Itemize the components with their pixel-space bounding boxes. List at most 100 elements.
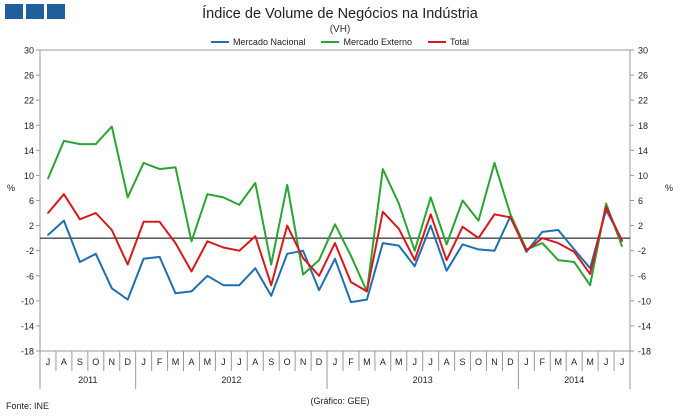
logo-block bbox=[26, 4, 44, 19]
y-tick-label-left: -6 bbox=[26, 271, 34, 281]
y-tick-label-right: -10 bbox=[638, 296, 651, 306]
y-tick-label-right: -14 bbox=[638, 321, 651, 331]
data-point bbox=[397, 202, 400, 205]
data-point bbox=[158, 221, 161, 223]
x-tick-label: J bbox=[141, 357, 146, 367]
data-point bbox=[190, 240, 193, 243]
logo-block bbox=[5, 4, 23, 19]
data-point bbox=[318, 274, 320, 277]
legend-item-mercado-nacional: Mercado Nacional bbox=[210, 37, 306, 47]
data-point bbox=[79, 218, 81, 221]
legend: Mercado Nacional Mercado Externo Total bbox=[0, 37, 680, 47]
data-point bbox=[382, 242, 384, 244]
y-tick-label-right: 22 bbox=[638, 96, 648, 106]
data-point bbox=[318, 259, 320, 261]
data-point bbox=[110, 229, 113, 231]
y-tick-label-right: -2 bbox=[638, 246, 646, 256]
x-tick-label: J bbox=[221, 357, 226, 367]
data-point bbox=[350, 254, 352, 257]
x-tick-label: N bbox=[300, 357, 307, 367]
series-line-mercado-externo bbox=[47, 125, 623, 293]
legend-item-mercado-externo: Mercado Externo bbox=[321, 37, 412, 47]
data-point bbox=[541, 242, 544, 244]
data-point bbox=[47, 212, 49, 214]
data-point bbox=[429, 224, 432, 227]
x-tick-label: M bbox=[554, 357, 562, 367]
chart-credit: (Gráfico: GEE) bbox=[310, 396, 370, 406]
legend-label: Total bbox=[450, 37, 470, 47]
legend-swatch bbox=[210, 41, 229, 43]
data-point bbox=[621, 245, 623, 248]
data-point bbox=[95, 212, 97, 214]
data-point bbox=[461, 226, 464, 228]
x-tick-label: S bbox=[77, 357, 83, 367]
data-point bbox=[47, 177, 49, 180]
x-tick-label: N bbox=[491, 357, 498, 367]
data-point bbox=[95, 143, 97, 145]
data-point bbox=[238, 204, 241, 206]
data-point bbox=[142, 162, 145, 164]
data-point bbox=[158, 168, 161, 170]
data-point bbox=[318, 289, 320, 291]
data-point bbox=[174, 292, 177, 295]
data-point bbox=[254, 235, 257, 238]
data-point bbox=[238, 249, 241, 252]
x-tick-label: J bbox=[333, 357, 338, 367]
data-point bbox=[334, 223, 336, 226]
y-tick-label-left: 14 bbox=[24, 146, 34, 156]
legend-label: Mercado Nacional bbox=[232, 37, 306, 47]
data-point bbox=[334, 242, 336, 244]
y-tick-label-right: 2 bbox=[638, 221, 643, 231]
data-point bbox=[190, 270, 193, 273]
data-point bbox=[206, 274, 209, 277]
y-tick-label-left: -14 bbox=[21, 321, 34, 331]
x-tick-label: A bbox=[188, 357, 194, 367]
data-point bbox=[286, 253, 288, 255]
data-point bbox=[174, 166, 177, 169]
x-tick-label: A bbox=[571, 357, 577, 367]
x-tick-label: O bbox=[475, 357, 482, 367]
y-tick-label-left: 6 bbox=[29, 196, 34, 206]
data-point bbox=[557, 229, 560, 231]
data-point bbox=[589, 284, 591, 286]
year-label: 2012 bbox=[221, 375, 241, 385]
chart-subtitle: (VH) bbox=[329, 24, 351, 35]
y-tick-label-right: -6 bbox=[638, 271, 646, 281]
y-tick-label-left: 10 bbox=[24, 171, 34, 181]
data-point bbox=[621, 240, 623, 243]
x-tick-label: A bbox=[252, 357, 258, 367]
plot-area bbox=[39, 49, 631, 352]
data-point bbox=[525, 249, 528, 252]
y-tick-label-left: -2 bbox=[26, 246, 34, 256]
x-tick-label: D bbox=[124, 357, 131, 367]
data-point bbox=[110, 287, 113, 290]
data-point bbox=[541, 237, 544, 239]
data-point bbox=[573, 251, 575, 253]
y-tick-label-left: -18 bbox=[21, 347, 34, 357]
data-point bbox=[222, 196, 225, 199]
data-point bbox=[142, 258, 145, 260]
data-point bbox=[493, 213, 496, 216]
data-point bbox=[206, 240, 209, 243]
data-point bbox=[605, 205, 607, 208]
logo-block bbox=[47, 4, 65, 19]
data-point bbox=[270, 295, 273, 297]
data-point bbox=[445, 259, 448, 261]
y-tick-label-right: 10 bbox=[638, 171, 648, 181]
data-point bbox=[445, 269, 448, 272]
data-point bbox=[222, 246, 225, 249]
data-point bbox=[302, 257, 304, 259]
data-point bbox=[477, 219, 480, 222]
data-point bbox=[350, 281, 352, 283]
x-tick-label: M bbox=[395, 357, 403, 367]
y-tick-label-left: 22 bbox=[24, 96, 34, 106]
legend-swatch bbox=[321, 41, 340, 43]
y-tick-label-right: 14 bbox=[638, 146, 648, 156]
ine-logo bbox=[5, 4, 65, 19]
data-point bbox=[158, 256, 161, 258]
x-tick-label: S bbox=[460, 357, 466, 367]
data-point bbox=[589, 273, 591, 275]
data-point bbox=[477, 237, 480, 239]
data-point bbox=[63, 140, 65, 142]
data-point bbox=[397, 227, 400, 230]
